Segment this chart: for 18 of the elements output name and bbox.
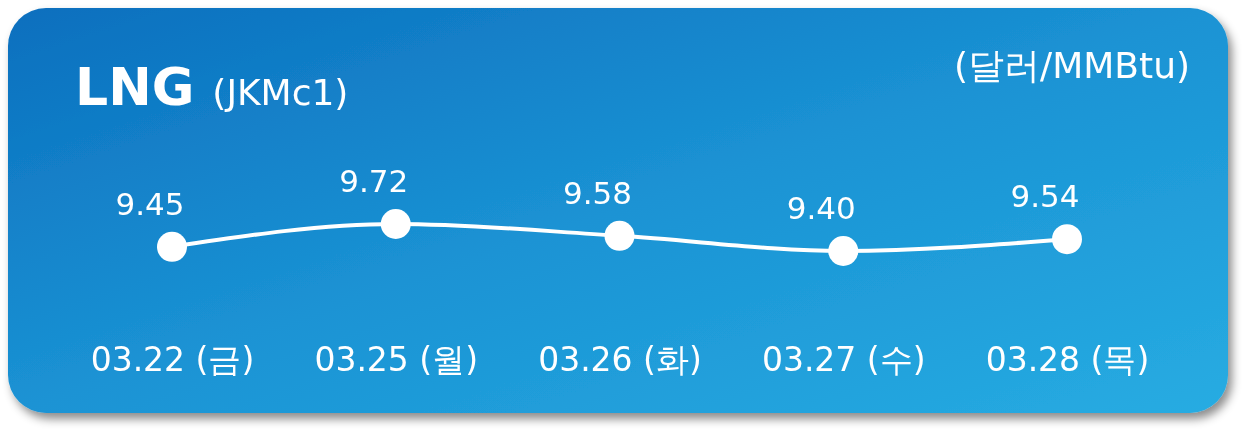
point [1052, 224, 1082, 255]
point [380, 209, 411, 239]
chart-subtitle: (JKMc1) [212, 72, 349, 113]
point [604, 220, 635, 251]
chart-title: LNG [75, 57, 195, 117]
data-label: 9.54 [1010, 178, 1080, 215]
point [157, 231, 187, 262]
data-label: 9.58 [562, 174, 633, 211]
x-tick-label: 03.22 (금) [90, 340, 255, 379]
x-tick-label: 03.25 (월) [314, 340, 479, 379]
data-label: 9.72 [339, 163, 409, 199]
y-axis-title: (달러/MMBtu) [954, 45, 1190, 86]
data-label: 9.40 [786, 190, 856, 226]
x-tick-label: 03.27 (수) [761, 340, 926, 379]
x-tick-label: 03.26 (화) [538, 340, 702, 379]
point [828, 236, 859, 266]
data-label: 9.45 [115, 185, 185, 222]
x-tick-label: 03.28 (목) [985, 340, 1150, 379]
